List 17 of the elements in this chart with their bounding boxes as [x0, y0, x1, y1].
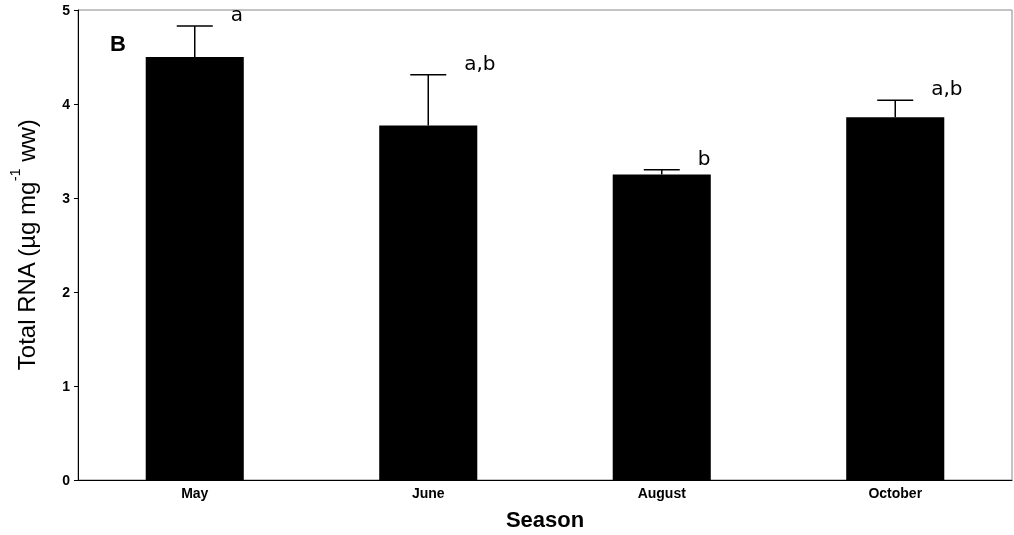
- annotation: B: [110, 30, 126, 56]
- annotation: a,b: [931, 76, 963, 101]
- annotation: a: [230, 1, 244, 26]
- y-tick-label: 2: [62, 284, 71, 300]
- y-tick-label: 4: [62, 96, 71, 112]
- y-tick-label: 5: [62, 2, 71, 18]
- y-axis-title: Total RNA (µg mg-1 ww): [7, 119, 40, 371]
- x-axis-title: Season: [505, 506, 585, 532]
- x-tick-label: August: [637, 485, 687, 501]
- annotation: b: [697, 145, 711, 170]
- x-tick-label: May: [181, 485, 209, 501]
- annotation: a,b: [464, 50, 496, 75]
- x-tick-label: October: [868, 485, 923, 501]
- x-tick-label: June: [411, 485, 445, 501]
- y-tick-label: 3: [62, 190, 71, 206]
- y-tick-label: 1: [62, 378, 71, 394]
- y-tick-label: 0: [62, 472, 71, 488]
